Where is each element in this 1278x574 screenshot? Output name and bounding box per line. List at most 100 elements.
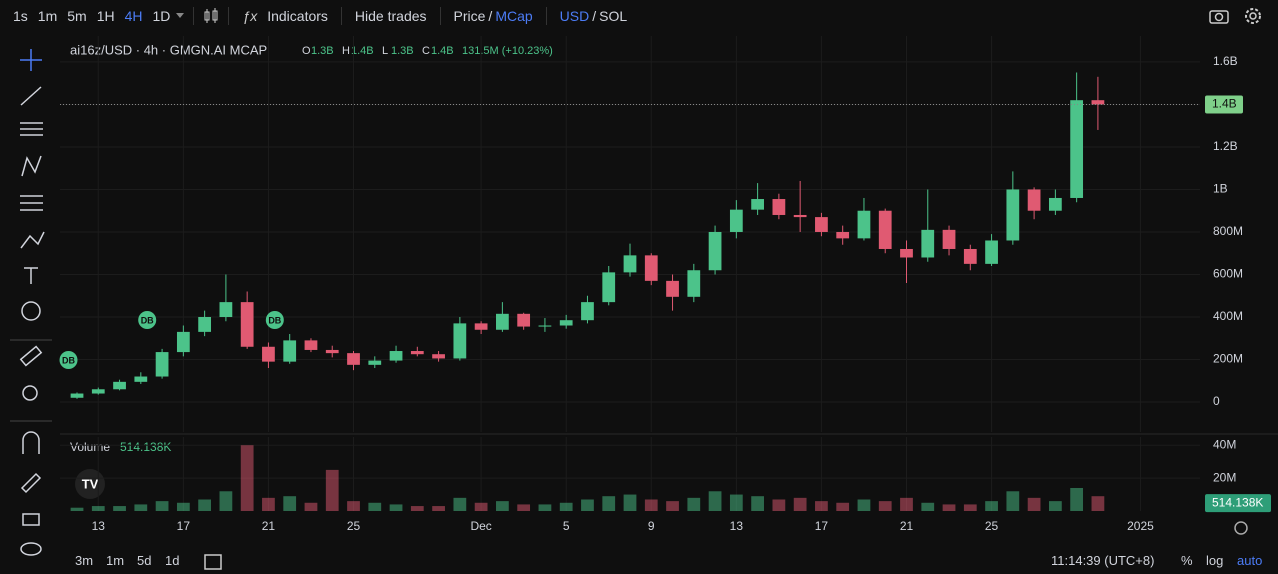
volume-bar <box>729 494 743 511</box>
volume-bar <box>474 502 488 511</box>
volume-bar <box>389 504 403 511</box>
camera-icon[interactable] <box>1208 5 1230 27</box>
auto-toggle[interactable]: auto <box>1237 553 1263 568</box>
volume-bar <box>368 502 382 511</box>
crosshair-tool[interactable] <box>20 49 42 71</box>
interval[interactable]: 1s <box>13 8 28 24</box>
range-button[interactable]: 1m <box>106 553 125 568</box>
range-button[interactable]: 3m <box>75 553 94 568</box>
candle-body <box>304 340 318 350</box>
volume-bar <box>176 502 190 511</box>
candle-body <box>517 313 531 327</box>
volume-bar <box>198 499 212 511</box>
candle-body <box>900 248 913 258</box>
candle-body <box>1006 189 1020 241</box>
volume-bar <box>347 501 360 511</box>
volume-bar <box>219 491 233 511</box>
volume-bar <box>1027 497 1041 511</box>
candle-body <box>857 210 871 239</box>
candle-body <box>198 317 212 332</box>
interval[interactable]: 1D <box>152 8 171 24</box>
x-tick-label: 13 <box>730 519 744 533</box>
time-scale-settings[interactable] <box>1234 521 1248 535</box>
price-toggle[interactable]: Price <box>453 8 486 24</box>
candle-body <box>1070 100 1084 198</box>
volume-bar <box>751 496 764 511</box>
volume-bar <box>325 469 339 511</box>
ohlc-key: L <box>382 45 388 57</box>
date-range-icon[interactable] <box>203 551 223 571</box>
y-tick-label: 1.2B <box>1213 139 1238 153</box>
emoji-tool[interactable] <box>21 301 41 321</box>
interval[interactable]: 1m <box>37 8 58 24</box>
candle-body <box>772 199 786 215</box>
settings-icon[interactable] <box>1242 5 1264 27</box>
candle-body <box>474 323 488 330</box>
percent-toggle[interactable]: % <box>1181 553 1193 568</box>
trendline-tool[interactable] <box>20 86 42 106</box>
candle-body <box>687 270 701 297</box>
zoom-tool[interactable] <box>22 385 38 401</box>
lock-drawing-tool[interactable] <box>20 472 42 494</box>
volume-bar <box>921 502 935 511</box>
volume-bar <box>91 506 105 511</box>
volume-bar <box>942 504 956 511</box>
sol-toggle[interactable]: SOL <box>599 8 628 24</box>
candle-body <box>389 351 403 361</box>
symbol-legend: ai16z/USD · 4h · GMGN.AI MCAP <box>70 42 267 57</box>
lock-tool[interactable] <box>22 513 40 526</box>
candle-body <box>729 209 743 232</box>
volume-bar <box>1006 491 1020 511</box>
dropdown-icon[interactable] <box>175 12 185 20</box>
visibility-tool[interactable] <box>20 542 42 556</box>
candle-body <box>559 320 573 326</box>
indicators-button[interactable]: Indicators <box>267 8 328 24</box>
tradingview-logo[interactable] <box>75 469 105 499</box>
volume-bar <box>602 496 616 511</box>
volume-bar <box>1048 501 1062 511</box>
range-button[interactable]: 5d <box>137 553 152 568</box>
x-tick-label: 13 <box>92 519 106 533</box>
volume-bar <box>410 506 424 511</box>
range-button[interactable]: 1d <box>165 553 180 568</box>
candle-body <box>921 229 935 258</box>
text-tool[interactable] <box>24 267 38 284</box>
interval[interactable]: 4H <box>124 8 143 24</box>
volume-bar <box>113 506 126 511</box>
candle-body <box>113 381 126 390</box>
fx-icon[interactable]: ƒx <box>242 8 258 24</box>
candle-body <box>1048 197 1062 211</box>
candle-body <box>602 272 616 303</box>
x-tick-label: 9 <box>648 519 655 533</box>
candle-body <box>368 360 382 365</box>
candle-body <box>219 302 233 318</box>
x-tick-label: 5 <box>563 519 570 533</box>
x-tick-label: 2025 <box>1127 519 1154 533</box>
volume-bar <box>538 504 552 511</box>
chart-type-icon[interactable] <box>202 7 220 25</box>
candle-body <box>496 313 509 330</box>
brush-tool[interactable] <box>20 231 45 249</box>
y-tick-label: 1B <box>1213 182 1228 196</box>
candle-body <box>134 376 148 382</box>
magnet-tool[interactable] <box>22 431 40 454</box>
mcap-toggle[interactable]: MCap <box>495 8 533 24</box>
lines-tool[interactable] <box>20 122 43 136</box>
log-toggle[interactable]: log <box>1206 553 1224 568</box>
y-tick-label: 0 <box>1213 394 1220 408</box>
fib-tool[interactable] <box>20 195 43 211</box>
hide-trades-button[interactable]: Hide trades <box>354 8 427 24</box>
volume-bar <box>1070 487 1084 511</box>
interval[interactable]: 5m <box>67 8 87 24</box>
y-tick-label: 200M <box>1213 352 1243 366</box>
trade-marker-label: DB <box>62 355 75 365</box>
x-tick-label: Dec <box>470 519 491 533</box>
volume-tick-label: 20M <box>1213 470 1236 484</box>
ruler-tool[interactable] <box>19 345 43 367</box>
interval[interactable]: 1H <box>96 8 115 24</box>
volume-legend: Volume <box>70 440 110 454</box>
usd-toggle[interactable]: USD <box>559 8 590 24</box>
pattern-tool[interactable] <box>21 155 42 177</box>
volume-bar <box>687 497 701 511</box>
ohlc-key: H <box>342 45 350 57</box>
